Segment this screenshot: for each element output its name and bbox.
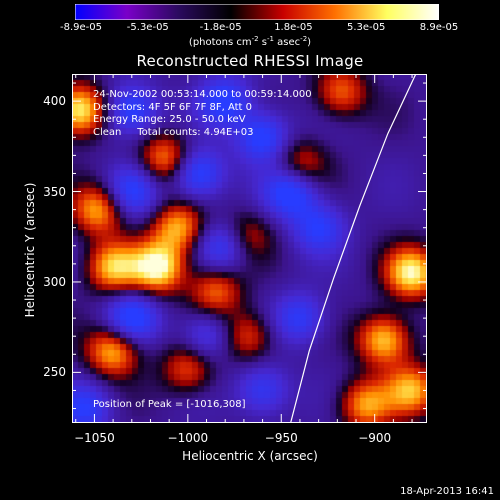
- plot-area: [72, 74, 427, 423]
- detectors-text: Detectors: 4F 5F 6F 7F 8F, Att 0: [93, 101, 253, 113]
- x-tick-label: −1050: [74, 431, 115, 445]
- colorbar-gradient: [74, 3, 440, 21]
- plot-overlay: [72, 74, 427, 423]
- heatmap-image: [72, 74, 427, 423]
- x-tick-label: −1000: [167, 431, 209, 445]
- x-tick-label: −950: [264, 431, 298, 445]
- colorbar-tick-label: 1.8e-05: [274, 22, 313, 33]
- x-axis-label: Heliocentric X (arcsec): [182, 449, 318, 463]
- y-axis-label: Heliocentric Y (arcsec): [23, 182, 37, 318]
- y-tick-label: 400: [43, 94, 66, 109]
- y-tick-label: 300: [43, 274, 66, 289]
- solar-limb-line: [290, 74, 417, 423]
- colorbar: [74, 3, 440, 21]
- image-annotation: 24-Nov-2002 00:53:14.000 to 00:59:14.000…: [93, 89, 312, 139]
- energy-range-text: Energy Range: 25.0 - 50.0 keV: [93, 114, 246, 125]
- colorbar-tick-label: 5.3e-05: [346, 22, 386, 33]
- time-range-text: 24-Nov-2002 00:53:14.000 to 00:59:14.000: [93, 89, 312, 100]
- clean-counts-text: Clean Total counts: 4.94E+03: [93, 126, 254, 138]
- y-tick-label: 250: [43, 365, 66, 380]
- colorbar-units: (photons cm-2 s-1 asec-2): [188, 35, 312, 49]
- x-tick-label: −900: [358, 431, 392, 445]
- colorbar-tick-label: -1.8e-05: [199, 22, 242, 33]
- footer-timestamp: 18-Apr-2013 16:41: [400, 486, 494, 497]
- colorbar-tick-label: 8.9e-05: [419, 22, 459, 33]
- colorbar-tick-label: -5.3e-05: [126, 22, 169, 33]
- peak-position-text: Position of Peak = [-1016,308]: [93, 399, 246, 410]
- colorbar-tick-label: -8.9e-05: [60, 22, 102, 33]
- colorbar-tick-labels: -8.9e-05 -5.3e-05 -1.8e-05 1.8e-05 5.3e-05 8.…: [0, 22, 500, 38]
- chart-title: Reconstructed RHESSI Image: [136, 52, 364, 70]
- y-tick-label: 350: [43, 184, 66, 199]
- plot-frame: [72, 74, 427, 423]
